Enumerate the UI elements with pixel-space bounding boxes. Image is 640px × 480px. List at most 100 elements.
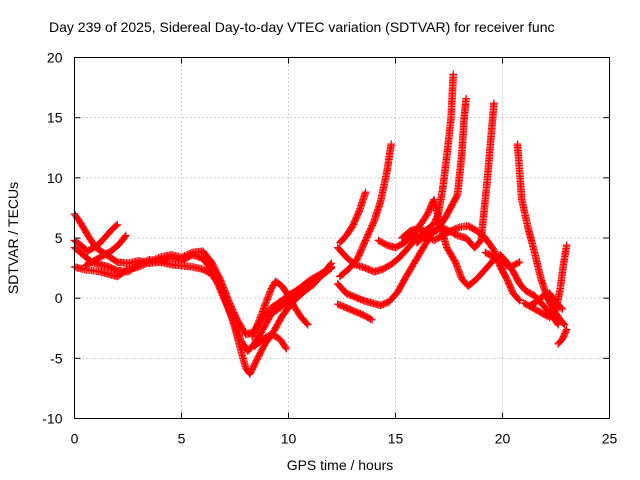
data-point-marker [349,220,358,229]
data-point-marker [136,262,145,270]
data-point-marker [341,303,349,311]
data-point-marker [559,319,568,328]
data-point-marker [562,241,571,250]
data-point-marker [226,299,234,308]
data-point-marker [358,244,367,252]
data-point-marker [561,329,569,338]
data-point-marker [352,214,360,223]
data-point-marker [562,325,571,334]
data-point-marker [249,329,258,338]
data-point-marker [246,368,255,377]
data-point-marker [258,345,266,354]
data-point-marker [360,239,369,248]
data-point-marker [366,266,374,274]
data-point-marker [462,94,470,103]
data-point-marker [302,319,311,328]
y-tick-label: 0 [55,290,63,306]
series-track [513,140,569,329]
y-tick-label: 20 [47,50,63,66]
data-point-marker [515,258,524,266]
x-axis-label: GPS time / hours [287,457,394,473]
data-point-marker [226,301,235,309]
data-point-marker [361,238,369,246]
data-point-marker [254,352,263,361]
data-point-marker [357,246,365,255]
y-tick-label: -5 [50,350,63,366]
data-point-marker [231,311,239,320]
data-point-marker [153,254,161,263]
data-point-marker [224,296,233,305]
data-point-marker [560,331,569,339]
data-points [70,70,571,378]
data-point-marker [342,303,351,312]
data-point-marker [212,268,221,276]
y-tick-label: 10 [47,170,63,186]
data-point-marker [490,99,498,108]
data-point-marker [339,302,348,311]
x-tick-label: 25 [602,431,618,447]
x-tick-label: 20 [495,431,511,447]
data-point-marker [366,226,374,234]
data-point-marker [353,294,362,302]
data-point-marker [249,362,258,371]
data-point-marker [213,269,221,278]
data-point-marker [106,263,114,272]
data-point-marker [112,257,120,265]
data-point-marker [346,305,355,314]
data-point-marker [361,236,370,245]
data-point-marker [514,259,522,267]
data-point-marker [452,230,460,239]
data-point-marker [230,308,238,317]
data-point-marker [515,296,524,305]
data-point-marker [423,210,432,218]
data-point-marker [453,224,461,233]
data-point-marker [228,305,237,314]
series-track [333,300,376,324]
data-point-marker [186,249,195,257]
series-track [333,99,498,310]
data-point-marker [430,219,438,228]
data-point-marker [254,354,262,362]
data-point-marker [338,302,346,310]
data-point-marker [208,259,216,268]
plot-frame [74,57,610,419]
data-point-marker [514,295,523,304]
data-point-marker [215,273,224,282]
series-track [81,231,130,270]
data-point-marker [445,227,454,236]
data-point-marker [376,301,385,310]
data-point-marker [248,365,256,374]
data-point-marker [504,279,513,288]
data-point-marker [351,307,359,316]
data-point-marker [508,286,516,295]
y-tick-label: 15 [47,110,63,126]
data-point-marker [250,361,259,369]
data-point-marker [448,226,457,234]
data-point-marker [259,344,267,352]
data-point-marker [505,280,514,289]
data-point-marker [249,364,257,372]
data-point-marker [229,307,237,315]
x-tick-label: 10 [281,431,297,447]
data-point-marker [502,273,510,282]
data-point-marker [253,355,261,364]
data-point-marker [134,263,143,271]
data-point-marker [122,266,131,274]
data-point-marker [554,320,562,329]
data-point-marker [179,252,187,261]
data-point-marker [232,314,241,323]
data-point-marker [336,301,345,310]
data-point-marker [211,266,220,275]
data-point-marker [506,283,515,292]
data-point-marker [447,226,455,235]
data-point-marker [379,300,388,308]
data-point-marker [251,358,260,367]
data-point-marker [343,304,352,313]
chart-title: Day 239 of 2025, Sidereal Day-to-day VTE… [49,19,555,35]
data-point-marker [358,296,366,304]
data-point-marker [451,225,460,233]
series-track [374,195,562,329]
data-point-marker [381,240,390,249]
data-point-marker [177,253,186,262]
